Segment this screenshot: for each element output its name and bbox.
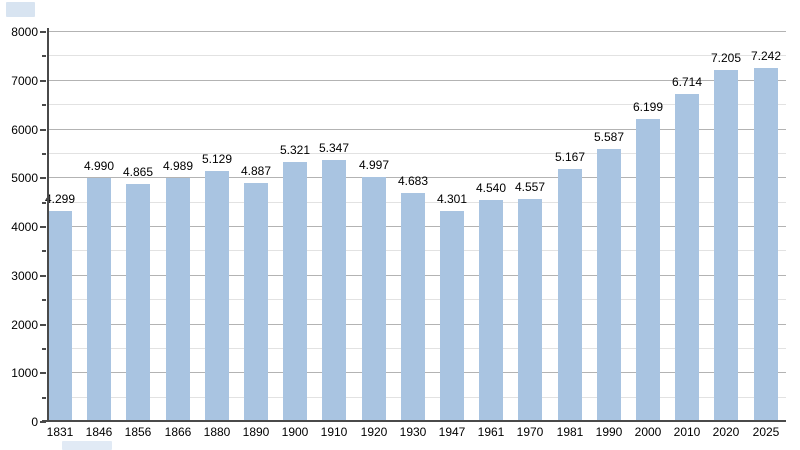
x-axis-label: 1961: [477, 425, 505, 439]
y-axis-label: 1000: [11, 366, 38, 380]
page-fragment-bottom-left: [62, 441, 112, 450]
x-axis-label: 1990: [595, 425, 623, 439]
x-axis-label: 1970: [516, 425, 544, 439]
bar-value-label: 6.199: [632, 100, 664, 114]
gridline-minor: [48, 55, 786, 56]
bar-1866: [166, 178, 190, 420]
x-axis-label: 2020: [712, 425, 740, 439]
bar-value-label: 4.683: [397, 174, 429, 188]
bar-1947: [440, 211, 464, 420]
bar-1880: [205, 171, 229, 420]
y-axis-major-tick: [40, 31, 46, 33]
y-axis-major-tick: [40, 421, 46, 423]
y-axis-minor-tick: [42, 250, 46, 252]
gridline-minor: [48, 104, 786, 105]
bar-1990: [597, 149, 621, 420]
y-axis-minor-tick: [42, 153, 46, 155]
x-axis-label: 1947: [438, 425, 466, 439]
x-axis-label: 1856: [124, 425, 152, 439]
x-axis-label: 1920: [360, 425, 388, 439]
y-axis-minor-tick: [42, 397, 46, 399]
y-axis-minor-tick: [42, 299, 46, 301]
bar-value-label: 6.714: [671, 75, 703, 89]
gridline-major: [48, 31, 786, 32]
bar-1890: [244, 183, 268, 420]
bar-2020: [714, 70, 738, 420]
bar-value-label: 7.242: [750, 49, 782, 63]
bar-1961: [479, 200, 503, 420]
y-axis-label: 5000: [11, 171, 38, 185]
x-axis-label: 1846: [85, 425, 113, 439]
x-axis-label: 1981: [556, 425, 584, 439]
bar-value-label: 4.997: [358, 158, 390, 172]
bar-1920: [362, 177, 386, 420]
x-axis-label: 2000: [634, 425, 662, 439]
bar-value-label: 5.347: [318, 141, 350, 155]
bar-value-label: 7.205: [710, 51, 742, 65]
y-axis-minor-tick: [42, 55, 46, 57]
x-axis-label: 1890: [242, 425, 270, 439]
bar-value-label: 4.990: [83, 159, 115, 173]
bar-value-label: 4.540: [475, 181, 507, 195]
y-axis-label: 7000: [11, 74, 38, 88]
y-axis-label: 8000: [11, 25, 38, 39]
x-axis-label: 1831: [46, 425, 74, 439]
x-axis-label: 1880: [203, 425, 231, 439]
y-axis-label: 4000: [11, 220, 38, 234]
y-axis-minor-tick: [42, 348, 46, 350]
y-axis-label: 6000: [11, 123, 38, 137]
bar-value-label: 4.865: [122, 165, 154, 179]
y-axis-major-tick: [40, 129, 46, 131]
y-axis-major-tick: [40, 80, 46, 82]
x-axis-label: 2025: [752, 425, 780, 439]
y-axis-major-tick: [40, 275, 46, 277]
x-axis-line: [42, 420, 786, 422]
bar-value-label: 4.301: [436, 192, 468, 206]
x-axis-label: 1900: [281, 425, 309, 439]
bar-value-label: 4.299: [44, 192, 76, 206]
x-axis-label: 1866: [164, 425, 192, 439]
bar-value-label: 5.129: [201, 152, 233, 166]
bar-1831: [48, 211, 72, 420]
y-axis-line: [47, 28, 49, 422]
x-axis-label: 1910: [320, 425, 348, 439]
y-axis-major-tick: [40, 324, 46, 326]
y-axis-minor-tick: [42, 104, 46, 106]
bar-value-label: 4.887: [240, 164, 272, 178]
y-axis-major-tick: [40, 177, 46, 179]
bar-1856: [126, 184, 150, 420]
y-axis-label: 0: [31, 415, 38, 429]
gridline-major: [48, 80, 786, 81]
x-axis-label: 2010: [673, 425, 701, 439]
bar-value-label: 5.321: [279, 143, 311, 157]
bar-1970: [518, 199, 542, 420]
bar-1846: [87, 178, 111, 420]
y-axis-minor-tick: [42, 202, 46, 204]
bar-value-label: 5.587: [593, 130, 625, 144]
x-axis-label: 1930: [399, 425, 427, 439]
bar-value-label: 4.989: [162, 159, 194, 173]
bar-2010: [675, 94, 699, 420]
gridline-minor: [48, 153, 786, 154]
bar-1910: [322, 160, 346, 420]
y-axis-major-tick: [40, 226, 46, 228]
bar-1900: [283, 162, 307, 420]
y-axis-label: 3000: [11, 269, 38, 283]
bar-value-label: 4.557: [514, 180, 546, 194]
bar-1930: [401, 193, 425, 420]
y-axis-major-tick: [40, 372, 46, 374]
bar-1981: [558, 169, 582, 420]
gridline-major: [48, 177, 786, 178]
bar-2025: [754, 68, 778, 420]
page-fragment-top-left: [6, 2, 35, 17]
bar-2000: [636, 119, 660, 420]
y-axis-label: 2000: [11, 318, 38, 332]
bar-value-label: 5.167: [554, 150, 586, 164]
gridline-major: [48, 129, 786, 130]
